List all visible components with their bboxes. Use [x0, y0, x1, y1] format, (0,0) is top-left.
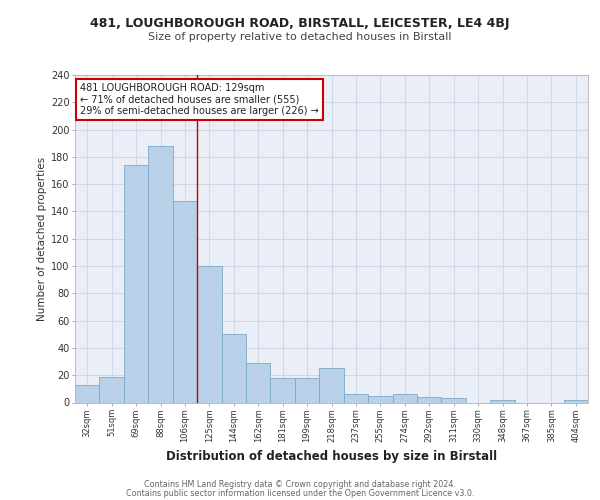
- Bar: [368, 396, 392, 402]
- Bar: [490, 400, 515, 402]
- Bar: [246, 363, 271, 403]
- Bar: [344, 394, 368, 402]
- Bar: [124, 165, 148, 402]
- Text: 481, LOUGHBOROUGH ROAD, BIRSTALL, LEICESTER, LE4 4BJ: 481, LOUGHBOROUGH ROAD, BIRSTALL, LEICES…: [90, 18, 510, 30]
- Bar: [148, 146, 173, 403]
- Bar: [319, 368, 344, 402]
- Bar: [271, 378, 295, 402]
- Bar: [197, 266, 221, 402]
- Text: Contains HM Land Registry data © Crown copyright and database right 2024.: Contains HM Land Registry data © Crown c…: [144, 480, 456, 489]
- Bar: [173, 200, 197, 402]
- Bar: [442, 398, 466, 402]
- Text: Contains public sector information licensed under the Open Government Licence v3: Contains public sector information licen…: [126, 489, 474, 498]
- Bar: [100, 376, 124, 402]
- Bar: [392, 394, 417, 402]
- X-axis label: Distribution of detached houses by size in Birstall: Distribution of detached houses by size …: [166, 450, 497, 464]
- Y-axis label: Number of detached properties: Number of detached properties: [37, 156, 47, 321]
- Bar: [75, 385, 100, 402]
- Bar: [417, 397, 442, 402]
- Text: Size of property relative to detached houses in Birstall: Size of property relative to detached ho…: [148, 32, 452, 42]
- Bar: [221, 334, 246, 402]
- Text: 481 LOUGHBOROUGH ROAD: 129sqm
← 71% of detached houses are smaller (555)
29% of : 481 LOUGHBOROUGH ROAD: 129sqm ← 71% of d…: [80, 83, 319, 116]
- Bar: [295, 378, 319, 402]
- Bar: [563, 400, 588, 402]
